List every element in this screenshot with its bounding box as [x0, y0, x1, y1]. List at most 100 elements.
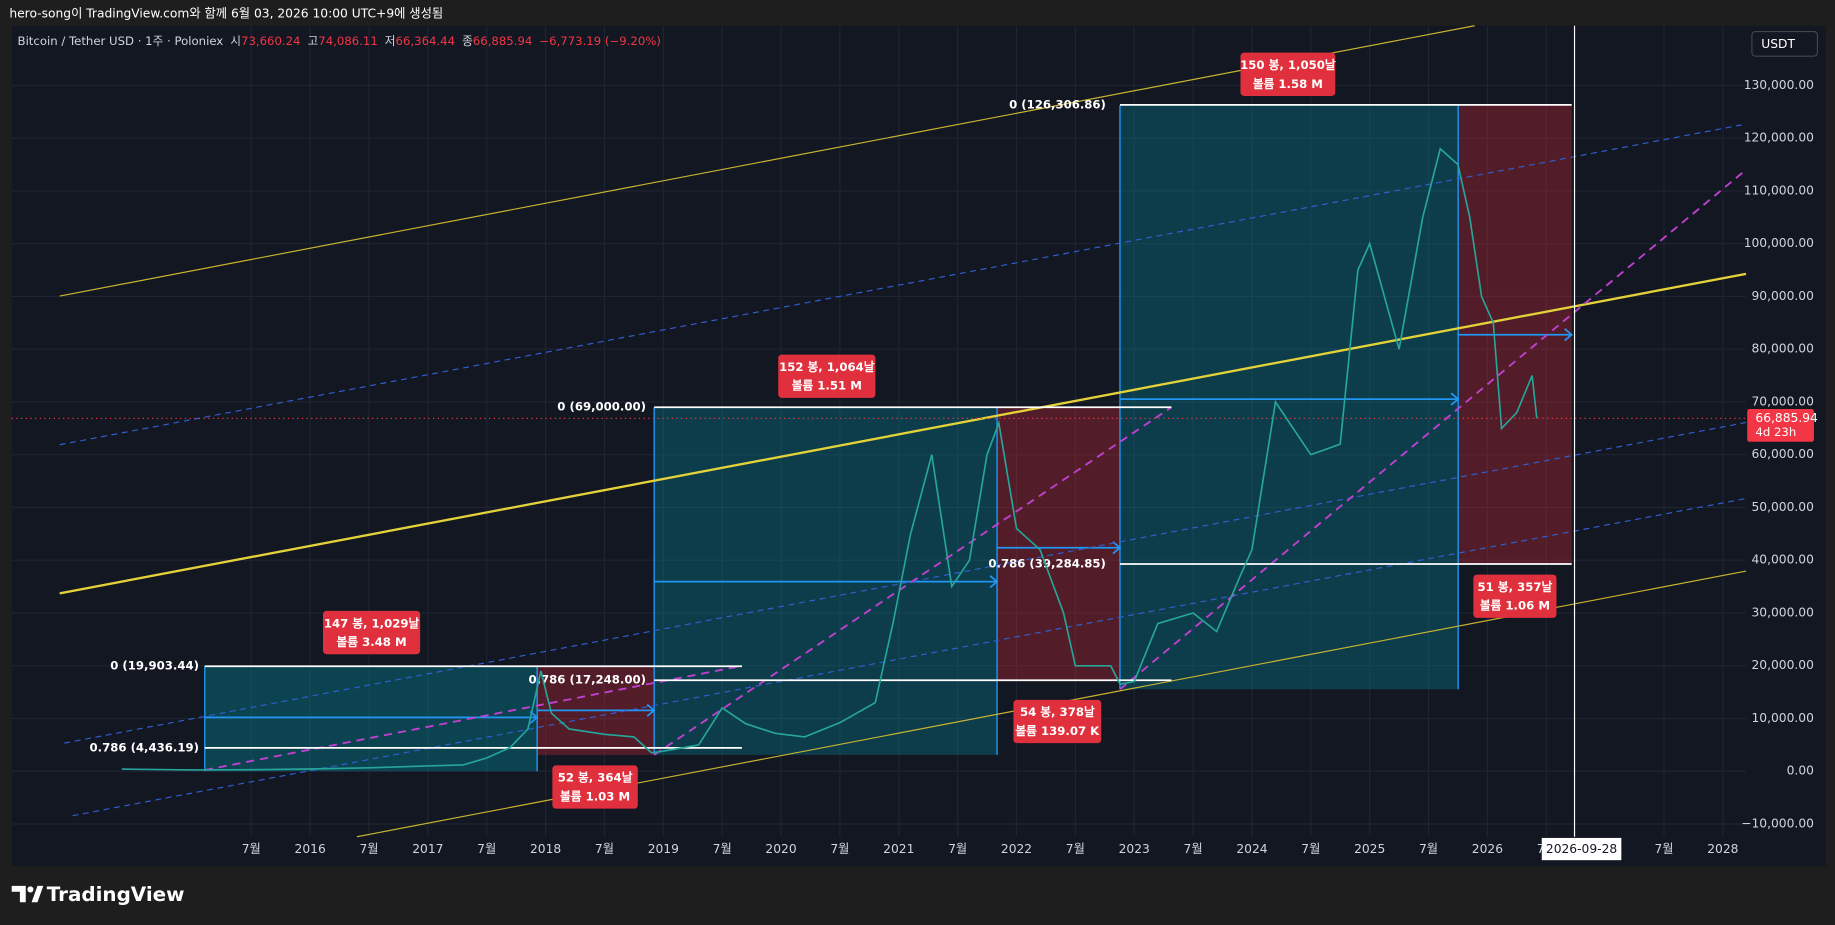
x-tick-label: 2019: [648, 842, 679, 856]
range-bars: 52 봉, 364날: [558, 771, 633, 785]
range-label-box: [322, 610, 421, 655]
ranges: [204, 105, 1574, 772]
y-tick-label: 0.00: [1787, 764, 1814, 778]
fib-label: 0.786 (39,284.85): [988, 556, 1106, 570]
fib-label: 0.786 (4,436.19): [90, 740, 199, 754]
header: hero-song이 TradingView.com와 함께 6월 03, 20…: [9, 7, 443, 21]
range-label-box: [778, 354, 876, 398]
logo-mark: [31, 885, 44, 903]
range-bars: 51 봉, 357날: [1478, 580, 1553, 594]
last-price-label: 66,885.94: [1755, 411, 1818, 425]
y-tick-label: 80,000.00: [1751, 342, 1813, 356]
x-tick-label: 7월: [1419, 842, 1438, 856]
ohlc-label: 시: [230, 33, 241, 47]
crosshair-box: [1541, 837, 1622, 861]
channel-dash: [64, 421, 1747, 744]
x-tick-label: 2028: [1707, 842, 1738, 856]
trend-dash: [1119, 168, 1747, 691]
x-tick-label: 7월: [1184, 842, 1203, 856]
y-tick-label: 10,000.00: [1751, 711, 1813, 725]
logo-mark: [27, 886, 34, 893]
fib-label: 0 (126,306.86): [1009, 97, 1106, 111]
range-label-box: [1013, 699, 1102, 744]
price-line: [121, 147, 1538, 771]
x-tick-label: 2016: [295, 842, 326, 856]
ohlc-value: 66,364.44: [396, 33, 455, 47]
ohlc-label: 고: [308, 33, 319, 47]
logo-text: TradingView: [47, 883, 185, 906]
range-box: [997, 407, 1120, 682]
y-tick-label: 20,000.00: [1751, 658, 1813, 672]
ohlc-value: 73,660.24: [241, 33, 300, 47]
y-tick-label: 50,000.00: [1751, 500, 1813, 514]
range-label-box: [1240, 52, 1336, 96]
y-tick-label: 130,000.00: [1744, 78, 1814, 92]
x-tick-label: 7월: [1654, 842, 1673, 856]
y-tick-label: 110,000.00: [1744, 183, 1814, 197]
trend-dash: [653, 406, 1172, 756]
x-tick-label: 7월: [242, 842, 261, 856]
range-volume: 볼륨 1.03 M: [560, 789, 630, 803]
x-tick-label: 7월: [1301, 842, 1320, 856]
channel-line: [59, 272, 1747, 595]
range-volume: 볼륨 139.07 K: [1015, 724, 1100, 738]
x-tick-label: 2021: [883, 842, 914, 856]
ohlc-label: 종: [462, 33, 473, 47]
x-tick-label: 2022: [1001, 842, 1032, 856]
range-volume: 볼륨 3.48 M: [337, 635, 407, 649]
x-tick-label: 7월: [948, 842, 967, 856]
range-volume: 볼륨 1.06 M: [1480, 599, 1550, 613]
y-tick-label: 120,000.00: [1744, 131, 1814, 145]
last-price-box: [1747, 409, 1814, 442]
x-tick-label: 2017: [412, 842, 443, 856]
y-tick-label: 60,000.00: [1751, 447, 1813, 461]
y-tick-label: 30,000.00: [1751, 605, 1813, 619]
y-tick-label: 100,000.00: [1744, 236, 1814, 250]
currency-button[interactable]: [1751, 31, 1819, 57]
x-tick-label: 2026: [1472, 842, 1503, 856]
fib-label: 0 (19,903.44): [110, 659, 199, 673]
channel-line: [59, 25, 1475, 297]
y-tick-label: 70,000.00: [1751, 394, 1813, 408]
ohlc-value: 74,086.11: [318, 33, 377, 47]
x-tick-label: 7월: [359, 842, 378, 856]
chart-area: [11, 25, 1826, 867]
range-label-box: [552, 765, 638, 809]
symbol-info: Bitcoin / Tether USD · 1주 · Poloniex 시73,…: [18, 33, 661, 47]
x-tick-label: 7월: [595, 842, 614, 856]
ohlc-label: 저: [385, 33, 396, 47]
range-bars: 54 봉, 378날: [1020, 705, 1095, 719]
trend-dash: [204, 664, 743, 771]
ohlc-value: 66,885.94: [473, 33, 532, 47]
logo-mark: [11, 885, 26, 903]
fib-label: 0.786 (17,248.00): [528, 673, 646, 687]
range-box: [204, 665, 538, 772]
y-tick-label: 90,000.00: [1751, 289, 1813, 303]
x-tick-label: 2018: [530, 842, 561, 856]
countdown: 4d 23h: [1755, 425, 1796, 439]
change: −6,773.19 (−9.20%): [539, 33, 661, 47]
logo: TradingView: [11, 883, 185, 906]
x-tick-label: 2023: [1119, 842, 1150, 856]
range-bars: 152 봉, 1,064날: [779, 360, 875, 374]
currency: USDT: [1761, 37, 1795, 51]
range-volume: 볼륨 1.51 M: [792, 379, 862, 393]
range-arrows: [204, 328, 1574, 724]
x-tick-label: 2024: [1236, 842, 1267, 856]
x-tick-label: 7월: [713, 842, 732, 856]
y-tick-label: −10,000.00: [1741, 816, 1814, 830]
range-volume: 볼륨 1.58 M: [1253, 77, 1323, 91]
range-label-box: [1473, 574, 1557, 618]
channel-dash: [59, 123, 1747, 446]
x-tick-label: 7월: [1066, 842, 1085, 856]
fib-label: 0 (69,000.00): [557, 400, 646, 414]
range-bars: 150 봉, 1,050날: [1240, 58, 1336, 72]
range-edges: [204, 105, 1459, 772]
x-tick-label: 2025: [1354, 842, 1385, 856]
plot: 0 (19,903.44) 0.786 (4,436.19) 0 (69,000.0…: [11, 97, 1747, 771]
range-bars: 147 봉, 1,029날: [324, 616, 420, 630]
x-tick-label: 2020: [765, 842, 796, 856]
crosshair-label: 2026-09-28: [1546, 842, 1617, 856]
range-box: [1119, 105, 1459, 690]
